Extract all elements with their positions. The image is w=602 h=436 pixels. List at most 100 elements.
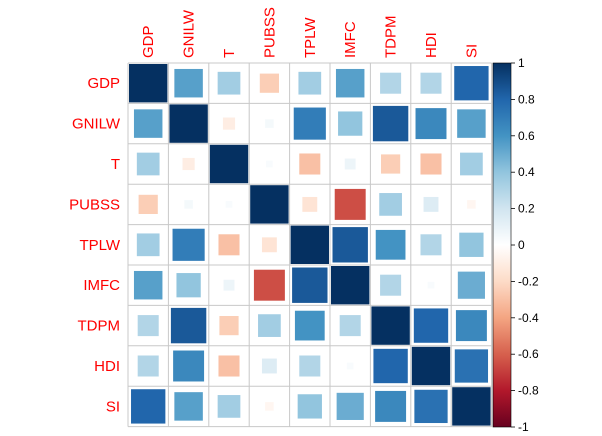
corr-cell-gdp-pubss: [259, 73, 279, 93]
column-label-t: T: [221, 49, 238, 58]
colorbar-tick-label: 0.6: [518, 129, 535, 143]
corr-cell-gdp-si: [454, 66, 489, 101]
row-label-gdp: GDP: [87, 75, 120, 92]
corr-cell-si-gdp: [131, 389, 166, 424]
corr-cell-tdpm-tplw: [294, 310, 325, 341]
corr-cell-tplw-si: [459, 232, 484, 257]
corr-cell-pubss-t: [225, 201, 233, 208]
corr-cell-tdpm-si: [455, 310, 487, 342]
colorbar-tick-label: 0.2: [518, 202, 535, 216]
corr-cell-gdp-tdpm: [380, 72, 402, 94]
column-label-imfc: IMFC: [342, 21, 359, 58]
row-label-tplw: TPLW: [79, 237, 120, 254]
corr-cell-gnilw-tdpm: [372, 105, 409, 142]
colorbar-tick-label: 0: [518, 238, 525, 252]
corr-cell-gnilw-pubss: [265, 119, 274, 128]
column-label-gdp: GDP: [140, 25, 157, 58]
corr-cell-gdp-hdi: [420, 72, 442, 94]
corr-cell-imfc-pubss: [253, 269, 285, 301]
corr-cell-t-t: [209, 144, 249, 184]
correlation-cells: [129, 64, 491, 426]
corr-cell-gnilw-hdi: [415, 108, 447, 140]
corr-cell-hdi-pubss: [261, 358, 277, 374]
corr-cell-imfc-imfc: [331, 266, 370, 305]
colorbar-tick-label: 1: [518, 56, 525, 70]
corr-cell-hdi-gdp: [137, 355, 159, 377]
corr-cell-tplw-imfc: [332, 227, 368, 263]
corr-cell-tplw-t: [218, 234, 240, 256]
colorbar-tick-label: 0.4: [518, 165, 535, 179]
column-label-tdpm: TDPM: [383, 16, 400, 59]
colorbar-ticks: 1 0.8 0.6 0.4 0.2 0 -0.2 -0.4 -0.6 -0.8 -1: [511, 56, 539, 434]
corr-cell-gdp-tplw: [298, 71, 322, 95]
corr-cell-t-tdpm: [381, 154, 401, 174]
row-label-t: T: [111, 156, 120, 173]
corr-cell-hdi-t: [218, 355, 240, 377]
corr-cell-tdpm-pubss: [258, 314, 281, 337]
row-label-si: SI: [106, 398, 120, 415]
corr-cell-gnilw-tplw: [293, 107, 326, 140]
corr-cell-pubss-gnilw: [184, 200, 193, 209]
corr-cell-tplw-tplw: [290, 225, 329, 264]
colorbar-tick-label: -1: [518, 420, 529, 434]
column-label-tplw: TPLW: [302, 17, 319, 58]
corr-cell-tdpm-t: [219, 316, 239, 336]
corr-cell-tdpm-imfc: [339, 315, 361, 337]
corr-cell-si-hdi: [414, 389, 448, 424]
corr-cell-imfc-gdp: [133, 270, 163, 300]
corr-cell-t-tplw: [299, 153, 321, 175]
corr-cell-si-t: [217, 395, 241, 418]
row-labels: GDP GNILW T PUBSS TPLW IMFC TDPM HDI SI: [69, 75, 121, 415]
corr-cell-imfc-tplw: [292, 267, 328, 303]
corr-cell-pubss-hdi: [423, 196, 439, 212]
corr-cell-gnilw-si: [457, 109, 486, 138]
column-labels: GDP GNILW T PUBSS TPLW IMFC TDPM HDI SI: [140, 7, 480, 58]
corr-cell-pubss-tdpm: [379, 193, 402, 216]
row-label-imfc: IMFC: [83, 277, 120, 294]
corr-cell-tplw-hdi: [420, 234, 442, 256]
corr-cell-tplw-pubss: [261, 237, 277, 253]
row-label-gnilw: GNILW: [72, 116, 121, 133]
corr-cell-imfc-hdi: [427, 281, 435, 289]
corr-cell-pubss-imfc: [334, 188, 366, 220]
corr-cell-imfc-si: [457, 271, 485, 299]
corr-cell-t-imfc: [344, 158, 356, 170]
corr-cell-gdp-gnilw: [174, 68, 203, 98]
corr-cell-imfc-tdpm: [380, 274, 402, 296]
column-label-hdi: HDI: [423, 32, 440, 58]
corr-cell-t-gdp: [136, 152, 160, 176]
corr-cell-t-pubss: [266, 160, 273, 168]
corr-cell-imfc-t: [223, 279, 235, 291]
corr-cell-pubss-si: [467, 200, 476, 209]
corr-cell-si-tplw: [297, 394, 322, 419]
corr-cell-pubss-gdp: [138, 194, 158, 214]
corr-cell-si-imfc: [336, 392, 364, 420]
colorbar: 1 0.8 0.6 0.4 0.2 0 -0.2 -0.4 -0.6 -0.8 -1: [492, 56, 539, 434]
grid: [127, 62, 493, 428]
corr-cell-hdi-si: [454, 349, 489, 383]
row-label-hdi: HDI: [94, 358, 120, 375]
colorbar-gradient: [492, 62, 512, 428]
corr-cell-hdi-gnilw: [173, 350, 205, 382]
corr-cell-si-pubss: [265, 402, 274, 411]
corr-cell-pubss-pubss: [250, 185, 289, 224]
corr-cell-hdi-imfc: [346, 362, 354, 370]
colorbar-tick-label: -0.2: [518, 274, 539, 288]
corr-cell-tdpm-tdpm: [371, 306, 410, 345]
corr-cell-t-si: [460, 152, 483, 176]
colorbar-tick-label: -0.6: [518, 347, 539, 361]
column-label-pubss: PUBSS: [261, 7, 278, 58]
corr-cell-gdp-gdp: [129, 64, 168, 103]
colorbar-tick-label: -0.8: [518, 384, 539, 398]
corr-cell-tplw-gnilw: [172, 228, 205, 261]
corr-cell-gnilw-t: [222, 117, 236, 130]
corr-cell-t-hdi: [420, 153, 442, 175]
corr-cell-gnilw-imfc: [338, 111, 363, 136]
colorbar-tick-label: -0.4: [518, 311, 539, 325]
corr-cell-tdpm-hdi: [413, 308, 449, 343]
corr-cell-si-gnilw: [174, 392, 203, 421]
corr-cell-gnilw-gdp: [133, 109, 163, 138]
corr-cell-hdi-tdpm: [373, 348, 408, 384]
corr-cell-gdp-t: [217, 71, 241, 95]
